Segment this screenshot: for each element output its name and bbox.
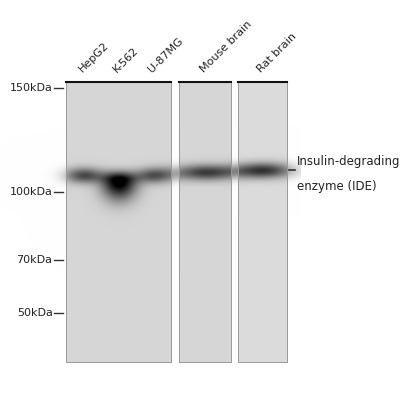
Text: 100kDa: 100kDa (10, 187, 52, 197)
Text: 150kDa: 150kDa (10, 83, 52, 93)
Text: Insulin-degrading: Insulin-degrading (297, 155, 400, 168)
Text: HepG2: HepG2 (76, 40, 110, 74)
Text: K-562: K-562 (112, 45, 141, 74)
Text: U-87MG: U-87MG (147, 35, 185, 74)
Text: 50kDa: 50kDa (17, 308, 52, 318)
Text: Mouse brain: Mouse brain (198, 19, 253, 74)
Text: enzyme (IDE): enzyme (IDE) (297, 180, 376, 193)
Text: 70kDa: 70kDa (16, 255, 52, 265)
Text: Rat brain: Rat brain (255, 31, 298, 74)
